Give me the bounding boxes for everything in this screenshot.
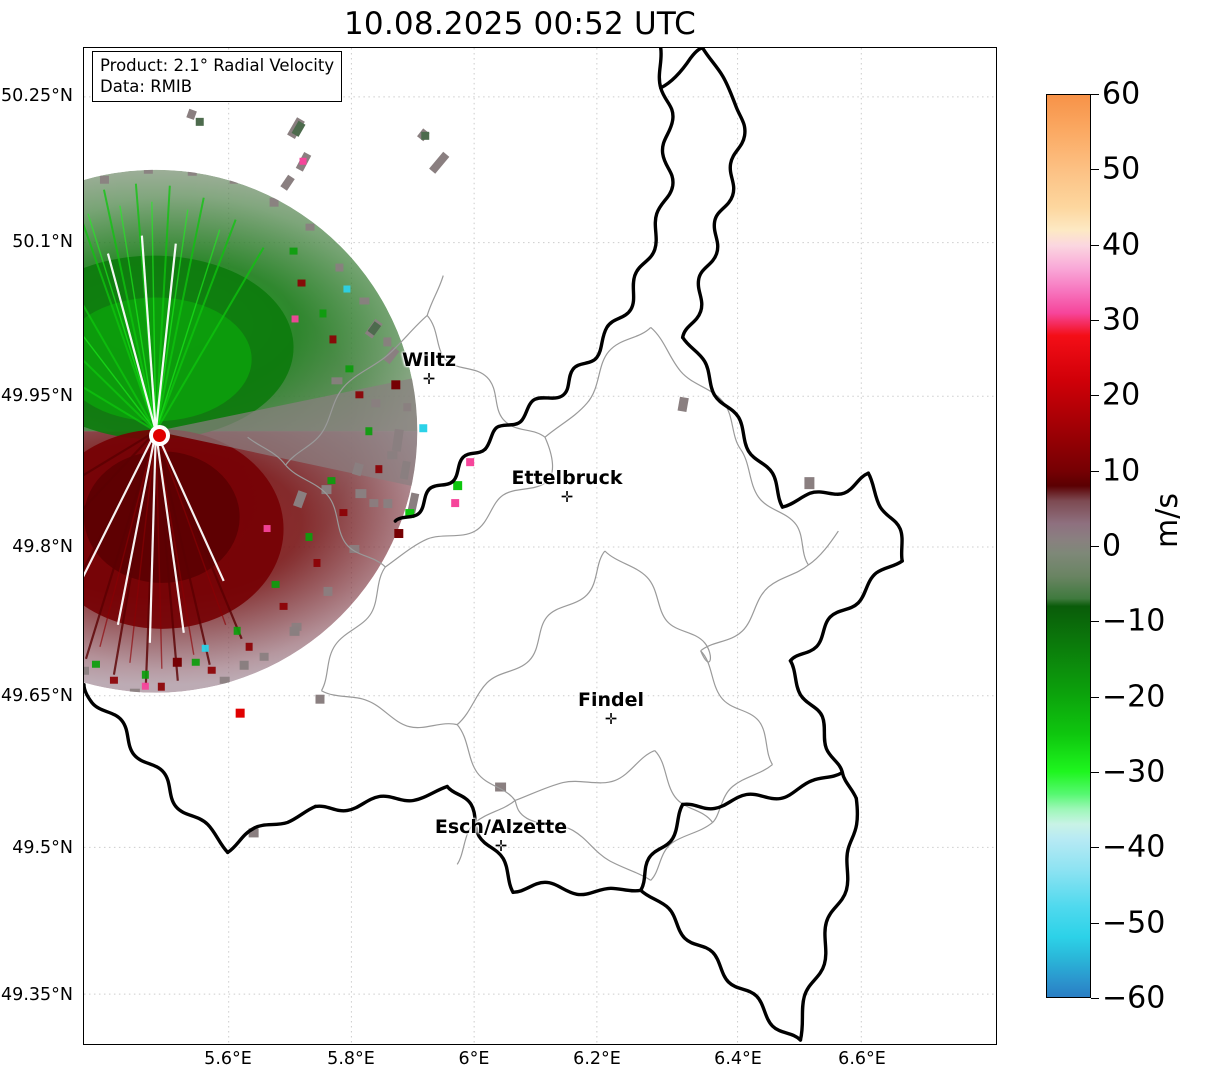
- latitude-tick-6: 49.35°N: [1, 985, 73, 1005]
- colorbar-tick-mark-1: [1091, 169, 1099, 171]
- city-wiltz: Wiltz ✛: [401, 349, 457, 388]
- longitude-tick-1: 5.8°E: [327, 1049, 375, 1069]
- radar-site-dot: [153, 429, 166, 442]
- echo-speckle-cyan: [201, 285, 351, 652]
- colorbar-unit-label: m/s: [1150, 493, 1185, 548]
- colorbar-tick-label-11: −50: [1102, 905, 1166, 941]
- radar-map-canvas: [84, 48, 996, 1044]
- city-marker-icon: ✛: [560, 488, 574, 506]
- colorbar-tick-label-9: −30: [1102, 754, 1166, 790]
- city-marker-icon: ✛: [604, 710, 618, 728]
- radar-echo-field: [84, 169, 418, 693]
- city-marker-icon: ✛: [494, 837, 508, 855]
- latitude-tick-1: 50.1°N: [12, 232, 73, 252]
- longitude-tick-2: 6°E: [458, 1049, 490, 1069]
- city-esch-alzette: Esch/Alzette ✛: [434, 816, 568, 855]
- colorbar-tick-label-7: −10: [1102, 603, 1166, 639]
- colorbar-tick-mark-4: [1091, 395, 1099, 397]
- info-product-line: Product: 2.1° Radial Velocity: [100, 56, 335, 75]
- colorbar-tick-label-4: 20: [1102, 377, 1141, 413]
- velocity-colorbar[interactable]: [1046, 94, 1091, 998]
- colorbar-tick-label-3: 30: [1102, 302, 1141, 338]
- city-findel: Findel ✛: [577, 689, 645, 728]
- distant-echo-fragments: [172, 108, 815, 838]
- colorbar-gradient: [1047, 95, 1090, 997]
- colorbar-tick-mark-3: [1091, 320, 1099, 321]
- longitude-tick-3: 6.2°E: [573, 1049, 621, 1069]
- colorbar-tick-label-10: −40: [1102, 829, 1166, 865]
- latitude-tick-4: 49.65°N: [1, 686, 73, 706]
- page-title: 10.08.2025 00:52 UTC: [344, 6, 696, 42]
- colorbar-tick-label-0: 60: [1102, 76, 1141, 112]
- latitude-tick-5: 49.5°N: [12, 838, 73, 858]
- colorbar-tick-mark-5: [1091, 470, 1099, 472]
- echo-speckle-pink: [141, 315, 299, 690]
- city-name: Ettelbruck: [511, 467, 623, 489]
- colorbar-tick-mark-9: [1091, 772, 1099, 773]
- national-borders: [84, 48, 904, 1042]
- colorbar-tick-mark-11: [1091, 922, 1099, 924]
- latitude-tick-2: 49.95°N: [1, 386, 73, 406]
- colorbar-tick-label-1: 50: [1102, 151, 1141, 187]
- colorbar-tick-mark-0: [1091, 94, 1099, 95]
- latitude-tick-3: 49.8°N: [12, 537, 73, 557]
- colorbar-tick-label-12: −60: [1102, 980, 1166, 1016]
- city-name: Esch/Alzette: [434, 816, 568, 838]
- city-marker-icon: ✛: [422, 370, 436, 388]
- product-info-box: Product: 2.1° Radial Velocity Data: RMIB: [92, 51, 343, 103]
- colorbar-tick-label-2: 40: [1102, 227, 1141, 263]
- radar-map-panel[interactable]: [83, 47, 997, 1045]
- colorbar-tick-mark-8: [1091, 696, 1099, 698]
- longitude-tick-5: 6.6°E: [838, 1049, 886, 1069]
- colorbar-tick-mark-12: [1091, 998, 1099, 999]
- city-ettelbruck: Ettelbruck ✛: [511, 467, 623, 506]
- longitude-tick-4: 6.4°E: [714, 1049, 762, 1069]
- city-name: Findel: [577, 689, 645, 711]
- echo-speckle-red: [109, 279, 383, 691]
- colorbar-tick-mark-2: [1091, 244, 1099, 246]
- echo-speckle-green: [91, 247, 373, 679]
- colorbar-tick-label-6: 0: [1102, 528, 1122, 564]
- colorbar-tick-label-8: −20: [1102, 679, 1166, 715]
- colorbar-tick-label-5: 10: [1102, 453, 1141, 489]
- canton-borders: [247, 275, 839, 881]
- latitude-tick-0: 50.25°N: [1, 86, 73, 106]
- colorbar-tick-mark-10: [1091, 847, 1099, 849]
- longitude-tick-0: 5.6°E: [204, 1049, 252, 1069]
- colorbar-tick-mark-7: [1091, 621, 1099, 623]
- city-name: Wiltz: [401, 349, 457, 371]
- info-data-line: Data: RMIB: [100, 77, 193, 97]
- colorbar-tick-mark-6: [1091, 546, 1099, 547]
